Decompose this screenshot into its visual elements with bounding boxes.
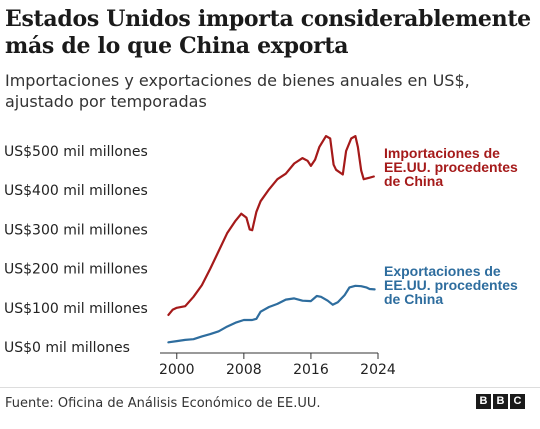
x-tick-label: 2008	[226, 362, 262, 378]
bbc-logo-letter: C	[510, 394, 525, 409]
chart-title: Estados Unidos importa considerablemente…	[5, 6, 531, 59]
line-chart: US$0 mil millones US$100 mil millones US$2…	[4, 135, 518, 378]
imports-series-label: EE.UU. procedentes	[384, 159, 518, 175]
y-tick-label: US$300 mil millones	[4, 222, 148, 238]
imports-series-line	[167, 135, 375, 316]
bbc-logo-letter: B	[493, 394, 508, 409]
bbc-logo: B B C	[476, 394, 525, 409]
bbc-logo-letter: B	[476, 394, 491, 409]
imports-series-label: de China	[384, 173, 443, 189]
footer-divider	[0, 387, 540, 388]
x-tick-label: 2000	[159, 362, 195, 378]
chart-subtitle: Importaciones y exportaciones de bienes …	[5, 71, 470, 111]
x-tick-label: 2016	[293, 362, 329, 378]
x-tick-label: 2024	[360, 362, 396, 378]
exports-series-line	[167, 284, 376, 344]
y-tick-label: US$500 mil millones	[4, 144, 148, 160]
y-tick-label: US$100 mil millones	[4, 301, 148, 317]
exports-series-label: Exportaciones de	[384, 263, 501, 279]
y-tick-label: US$400 mil millones	[4, 183, 148, 199]
y-tick-label: US$200 mil millones	[4, 262, 148, 278]
imports-series-label: Importaciones de	[384, 145, 500, 161]
source-note: Fuente: Oficina de Análisis Económico de…	[5, 396, 321, 411]
exports-series-label: de China	[384, 291, 443, 307]
y-tick-label: US$0 mil millones	[4, 340, 130, 356]
exports-series-label: EE.UU. procedentes	[384, 277, 518, 293]
